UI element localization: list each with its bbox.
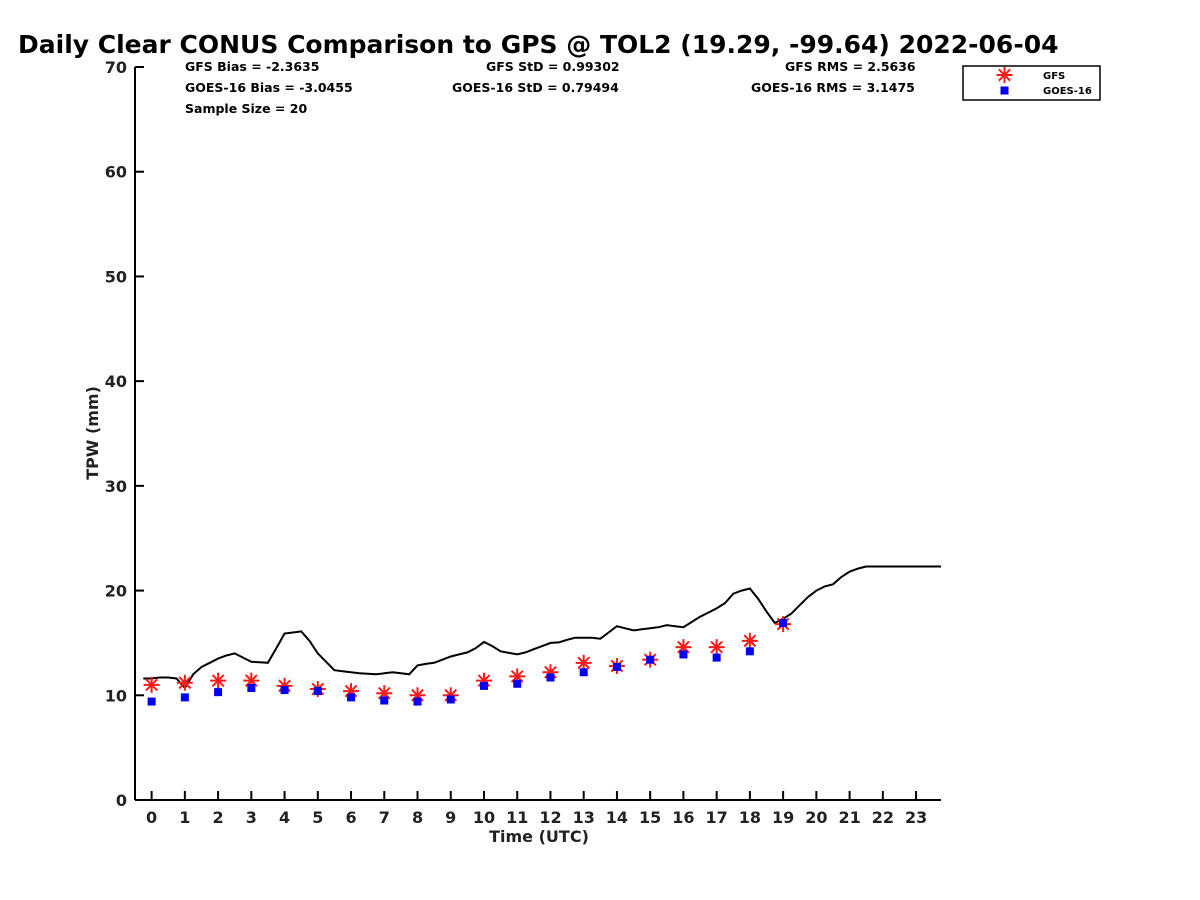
gfs-point <box>210 672 227 689</box>
gfs-point <box>575 654 592 671</box>
goes-point <box>779 619 788 628</box>
y-axis-label: TPW (mm) <box>83 386 102 480</box>
x-tick-label: 23 <box>905 808 927 827</box>
x-tick-label: 11 <box>506 808 528 827</box>
x-tick-label: 7 <box>379 808 390 827</box>
goes-point <box>247 683 256 692</box>
goes-point <box>745 647 754 656</box>
legend-gfs-star <box>996 67 1013 83</box>
x-tick-label: 1 <box>179 808 190 827</box>
sample-size-text: Sample Size = 20 <box>185 101 308 116</box>
x-tick-label: 3 <box>246 808 257 827</box>
gfs-std-text: GFS StD = 0.99302 <box>486 59 620 74</box>
goes-point <box>380 696 389 705</box>
y-tick-label: 60 <box>105 163 127 182</box>
gfs-point <box>176 674 193 691</box>
x-tick-label: 15 <box>639 808 661 827</box>
goes-point <box>313 687 322 696</box>
x-tick-label: 22 <box>872 808 894 827</box>
x-tick-label: 18 <box>739 808 761 827</box>
legend: GFS GOES-16 <box>962 65 1101 101</box>
legend-box <box>962 65 1101 101</box>
goes-std-text: GOES-16 StD = 0.79494 <box>452 80 619 95</box>
goes-point <box>446 695 455 704</box>
gfs-point <box>741 632 758 649</box>
goes-rms-text: GOES-16 RMS = 3.1475 <box>751 80 915 95</box>
goes-point <box>347 693 356 702</box>
y-tick-label: 20 <box>105 582 127 601</box>
star-stroke <box>577 656 591 670</box>
goes-point <box>646 655 655 664</box>
star-stroke <box>710 640 724 654</box>
star-stroke <box>998 68 1011 82</box>
chart-title: Daily Clear CONUS Comparison to GPS @ TO… <box>18 30 1059 59</box>
y-tick-label: 40 <box>105 372 127 391</box>
x-tick-label: 6 <box>345 808 356 827</box>
star-stroke <box>743 634 757 648</box>
legend-goes-label: GOES-16 <box>1043 86 1092 97</box>
gfs-point <box>143 676 160 693</box>
goes-point <box>280 686 289 695</box>
x-axis-label: Time (UTC) <box>489 827 589 846</box>
x-tick-label: 5 <box>312 808 323 827</box>
y-tick-label: 30 <box>105 477 127 496</box>
goes-point <box>579 668 588 677</box>
x-tick-label: 4 <box>279 808 290 827</box>
goes-point <box>612 663 621 672</box>
goes-point <box>479 681 488 690</box>
gfs-bias-text: GFS Bias = -2.3635 <box>185 59 320 74</box>
goes-point <box>147 697 156 706</box>
legend-gfs-marker <box>996 67 1013 83</box>
goes-point <box>413 697 422 706</box>
series-layer <box>143 565 941 706</box>
goes-point <box>513 679 522 688</box>
gfs-point <box>708 639 725 656</box>
x-tick-label: 13 <box>573 808 595 827</box>
x-tick-label: 0 <box>146 808 157 827</box>
goes-point <box>712 653 721 662</box>
x-tick-label: 9 <box>445 808 456 827</box>
star-stroke <box>178 676 192 690</box>
x-tick-label: 20 <box>805 808 827 827</box>
y-tick-label: 50 <box>105 267 127 286</box>
legend-gfs-label: GFS <box>1043 71 1065 82</box>
x-tick-label: 17 <box>706 808 728 827</box>
y-tick-label: 70 <box>105 58 127 77</box>
x-tick-label: 16 <box>672 808 694 827</box>
x-tick-label: 14 <box>606 808 628 827</box>
y-tick-label: 10 <box>105 686 127 705</box>
legend-goes-marker <box>1000 86 1009 95</box>
x-tick-label: 21 <box>838 808 860 827</box>
goes-point <box>214 688 223 697</box>
x-tick-label: 8 <box>412 808 423 827</box>
gps-series-line <box>143 565 941 690</box>
goes-point <box>180 693 189 702</box>
x-tick-label: 12 <box>539 808 561 827</box>
y-tick-label: 0 <box>116 791 127 810</box>
gfs-rms-text: GFS RMS = 2.5636 <box>785 59 916 74</box>
x-tick-label: 19 <box>772 808 794 827</box>
star-stroke <box>145 678 158 692</box>
star-stroke <box>211 674 225 687</box>
goes-point <box>679 650 688 659</box>
x-tick-label: 10 <box>473 808 495 827</box>
x-tick-label: 2 <box>213 808 224 827</box>
goes-point <box>546 673 555 682</box>
goes-bias-text: GOES-16 Bias = -3.0455 <box>185 80 353 95</box>
